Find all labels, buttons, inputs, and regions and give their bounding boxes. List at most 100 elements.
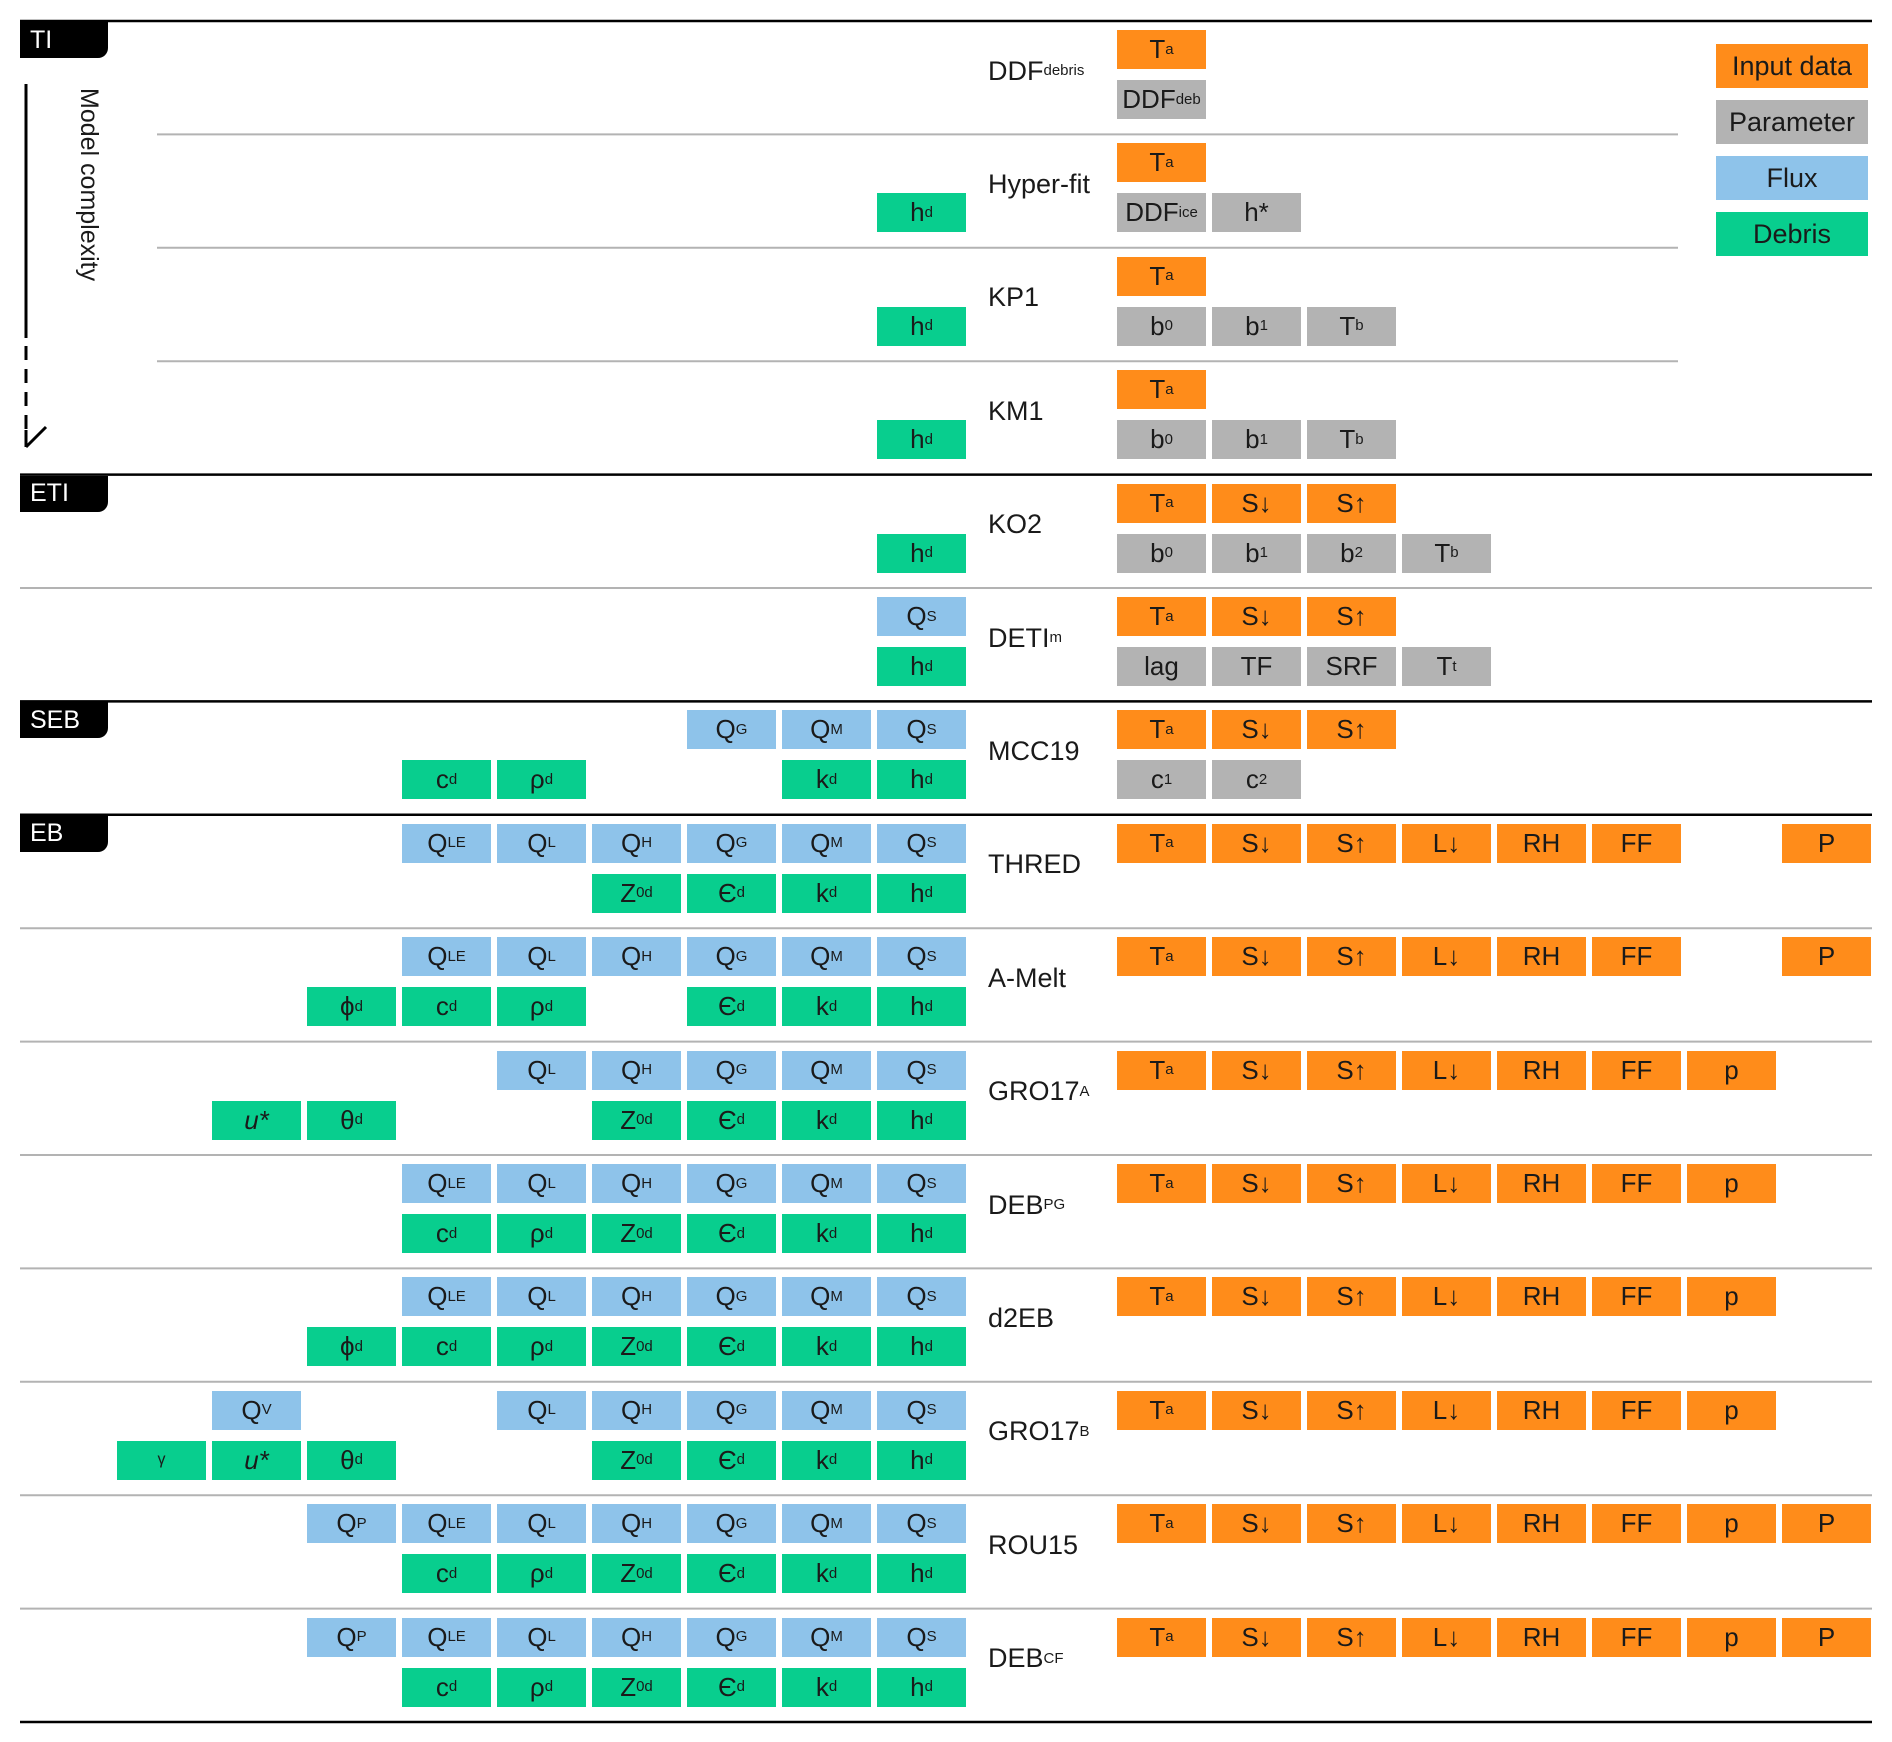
model-name-text: KP1 xyxy=(988,282,1040,313)
cell-symbol: k xyxy=(815,1104,829,1135)
input-data-cell: L↓ xyxy=(1402,1390,1491,1430)
input-data-cell: p xyxy=(1687,1050,1776,1090)
cell-symbol: S↓ xyxy=(1241,714,1272,745)
cell-symbol: T xyxy=(1149,1621,1166,1652)
cell-symbol: h xyxy=(910,424,925,455)
cell-symbol: p xyxy=(1724,1281,1739,1312)
cell-symbol: L↓ xyxy=(1432,1281,1461,1312)
debris-cell: Z 0d xyxy=(592,1554,681,1594)
cell-symbol: Q xyxy=(620,1281,642,1312)
cell-symbol: Q xyxy=(906,1281,927,1312)
input-data-cell: L↓ xyxy=(1402,937,1491,977)
cell-symbol: Q xyxy=(527,1281,548,1312)
parameter-cell: TF xyxy=(1212,647,1301,686)
legend-item-parameter: Parameter xyxy=(1716,100,1868,144)
cell-symbol: RH xyxy=(1522,1168,1561,1198)
flux-cell: Q LE xyxy=(402,823,491,863)
model-name: DEB PG xyxy=(988,1189,1066,1220)
cell-symbol: Q xyxy=(715,1281,736,1312)
cell-symbol: h xyxy=(910,310,925,341)
cell-symbol: Q xyxy=(527,1621,548,1652)
cell-symbol: T xyxy=(1339,424,1356,455)
input-data-cell: FF xyxy=(1592,1504,1681,1544)
cell-symbol: Q xyxy=(906,941,927,972)
category-tab: SEB xyxy=(20,702,108,739)
input-data-cell: FF xyxy=(1592,1050,1681,1090)
cell-symbol: b xyxy=(1150,424,1165,455)
input-data-cell: S↑ xyxy=(1307,710,1396,750)
cell-symbol: Є xyxy=(717,1671,737,1702)
model-name-text: Hyper-fit xyxy=(988,168,1091,199)
input-data-cell: S↓ xyxy=(1212,1617,1301,1657)
cell-symbol: T xyxy=(1149,374,1166,405)
cell-symbol: Q xyxy=(715,1621,736,1652)
cell-symbol: Є xyxy=(717,991,737,1022)
cell-symbol: T xyxy=(1149,601,1166,631)
flux-cell: Q LE xyxy=(402,1504,491,1544)
model-name: Hyper-fit xyxy=(988,164,1090,204)
cell-symbol: lag xyxy=(1144,651,1179,681)
cell-symbol: Q xyxy=(620,941,642,972)
legend-item-flux: Flux xyxy=(1716,156,1868,200)
input-data-cell: FF xyxy=(1592,1164,1681,1203)
cell-symbol: Z xyxy=(620,1331,637,1362)
cell-symbol: TF xyxy=(1240,651,1273,681)
cell-symbol: Z xyxy=(620,1444,637,1475)
cell-symbol: b xyxy=(1245,310,1260,341)
cell-symbol: ρ xyxy=(529,764,545,795)
input-data-cell: P xyxy=(1782,937,1871,977)
cell-symbol: S↓ xyxy=(1241,1394,1272,1425)
cell-symbol: Q xyxy=(906,1394,927,1425)
input-data-cell: S↑ xyxy=(1307,1504,1396,1544)
cell-symbol: k xyxy=(815,764,829,795)
cell-symbol: Q xyxy=(620,1054,642,1085)
cell-symbol: h* xyxy=(1244,197,1269,228)
model-name: KP1 xyxy=(988,278,1039,318)
input-data-cell: S↑ xyxy=(1307,597,1396,636)
input-data-cell: S↓ xyxy=(1212,1390,1301,1430)
cell-symbol: u* xyxy=(244,1104,269,1135)
cell-symbol: c xyxy=(435,1671,449,1702)
cell-symbol: Q xyxy=(715,714,736,745)
cell-symbol: h xyxy=(910,1444,925,1475)
flux-cell: Q LE xyxy=(402,937,491,977)
cell-symbol: P xyxy=(1817,941,1836,972)
cell-symbol: FF xyxy=(1620,1168,1653,1198)
cell-symbol: Z xyxy=(620,1104,637,1135)
cell-symbol: h xyxy=(910,1104,925,1135)
cell-symbol: S↓ xyxy=(1241,1281,1272,1312)
flux-cell: Q LE xyxy=(402,1277,491,1317)
cell-symbol: Q xyxy=(906,827,927,858)
cell-symbol: h xyxy=(910,1331,925,1362)
cell-symbol: u* xyxy=(244,1444,269,1475)
model-name: DETI m xyxy=(988,622,1063,653)
model-name: MCC19 xyxy=(988,731,1080,771)
model-name-text: d2EB xyxy=(988,1302,1055,1333)
cell-symbol: S↓ xyxy=(1241,1168,1272,1198)
cell-symbol: T xyxy=(1149,487,1166,518)
